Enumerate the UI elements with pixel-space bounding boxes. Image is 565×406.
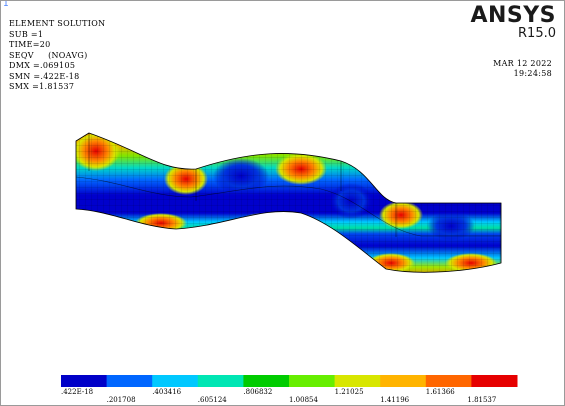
info-smx: SMX =1.81537 <box>9 82 75 91</box>
date-time-stamp: MAR 12 2022 19:24:58 <box>493 59 552 79</box>
info-smn: SMN =.422E-18 <box>9 71 80 81</box>
info-dmx: DMX =.069105 <box>9 61 76 70</box>
legend-tick-label: 1.41196 <box>380 396 410 404</box>
info-substep: SUB =1 <box>9 29 44 39</box>
info-result-type: SEQV (NOAVG) <box>9 50 88 60</box>
ansys-logo: ANSYS R15.0 <box>470 5 556 41</box>
stamp-date: MAR 12 2022 <box>493 59 552 68</box>
beam-outline <box>75 132 502 273</box>
legend-swatch <box>152 375 199 387</box>
window-number: 1 <box>3 0 9 9</box>
legend-swatch <box>61 375 108 387</box>
legend-swatch <box>471 375 518 387</box>
legend-tick-label: .806832 <box>243 388 273 396</box>
stamp-time: 19:24:58 <box>513 69 552 78</box>
legend-tick-label: 1.61366 <box>425 388 455 396</box>
brand-version: R15.0 <box>518 26 556 41</box>
solution-info-block: ELEMENT SOLUTION SUB =1 TIME=20 SEQV (NOAVG… <box>9 19 105 93</box>
legend-tick-label: .605124 <box>197 396 227 404</box>
info-time: TIME=20 <box>9 40 51 49</box>
legend-tick-label: .422E-18 <box>61 388 94 396</box>
beam-edge-line <box>75 176 501 237</box>
beam-section-lines <box>88 133 502 263</box>
legend-swatch <box>425 375 472 387</box>
legend-swatch <box>106 375 153 387</box>
legend-tick-label: 1.21025 <box>334 388 364 396</box>
legend-tick-label: 1.00854 <box>289 396 318 404</box>
legend-tick-label: .201708 <box>106 396 136 404</box>
legend-tick-label: .403416 <box>152 388 182 396</box>
legend-swatch <box>243 375 290 387</box>
legend-swatch <box>289 375 336 387</box>
legend-swatch <box>334 375 381 387</box>
legend-swatch <box>380 375 427 387</box>
brand-name: ANSYS <box>470 3 556 28</box>
info-title: ELEMENT SOLUTION <box>9 19 106 28</box>
legend-swatch <box>197 375 244 387</box>
legend-tick-label: 1.81537 <box>467 396 497 404</box>
